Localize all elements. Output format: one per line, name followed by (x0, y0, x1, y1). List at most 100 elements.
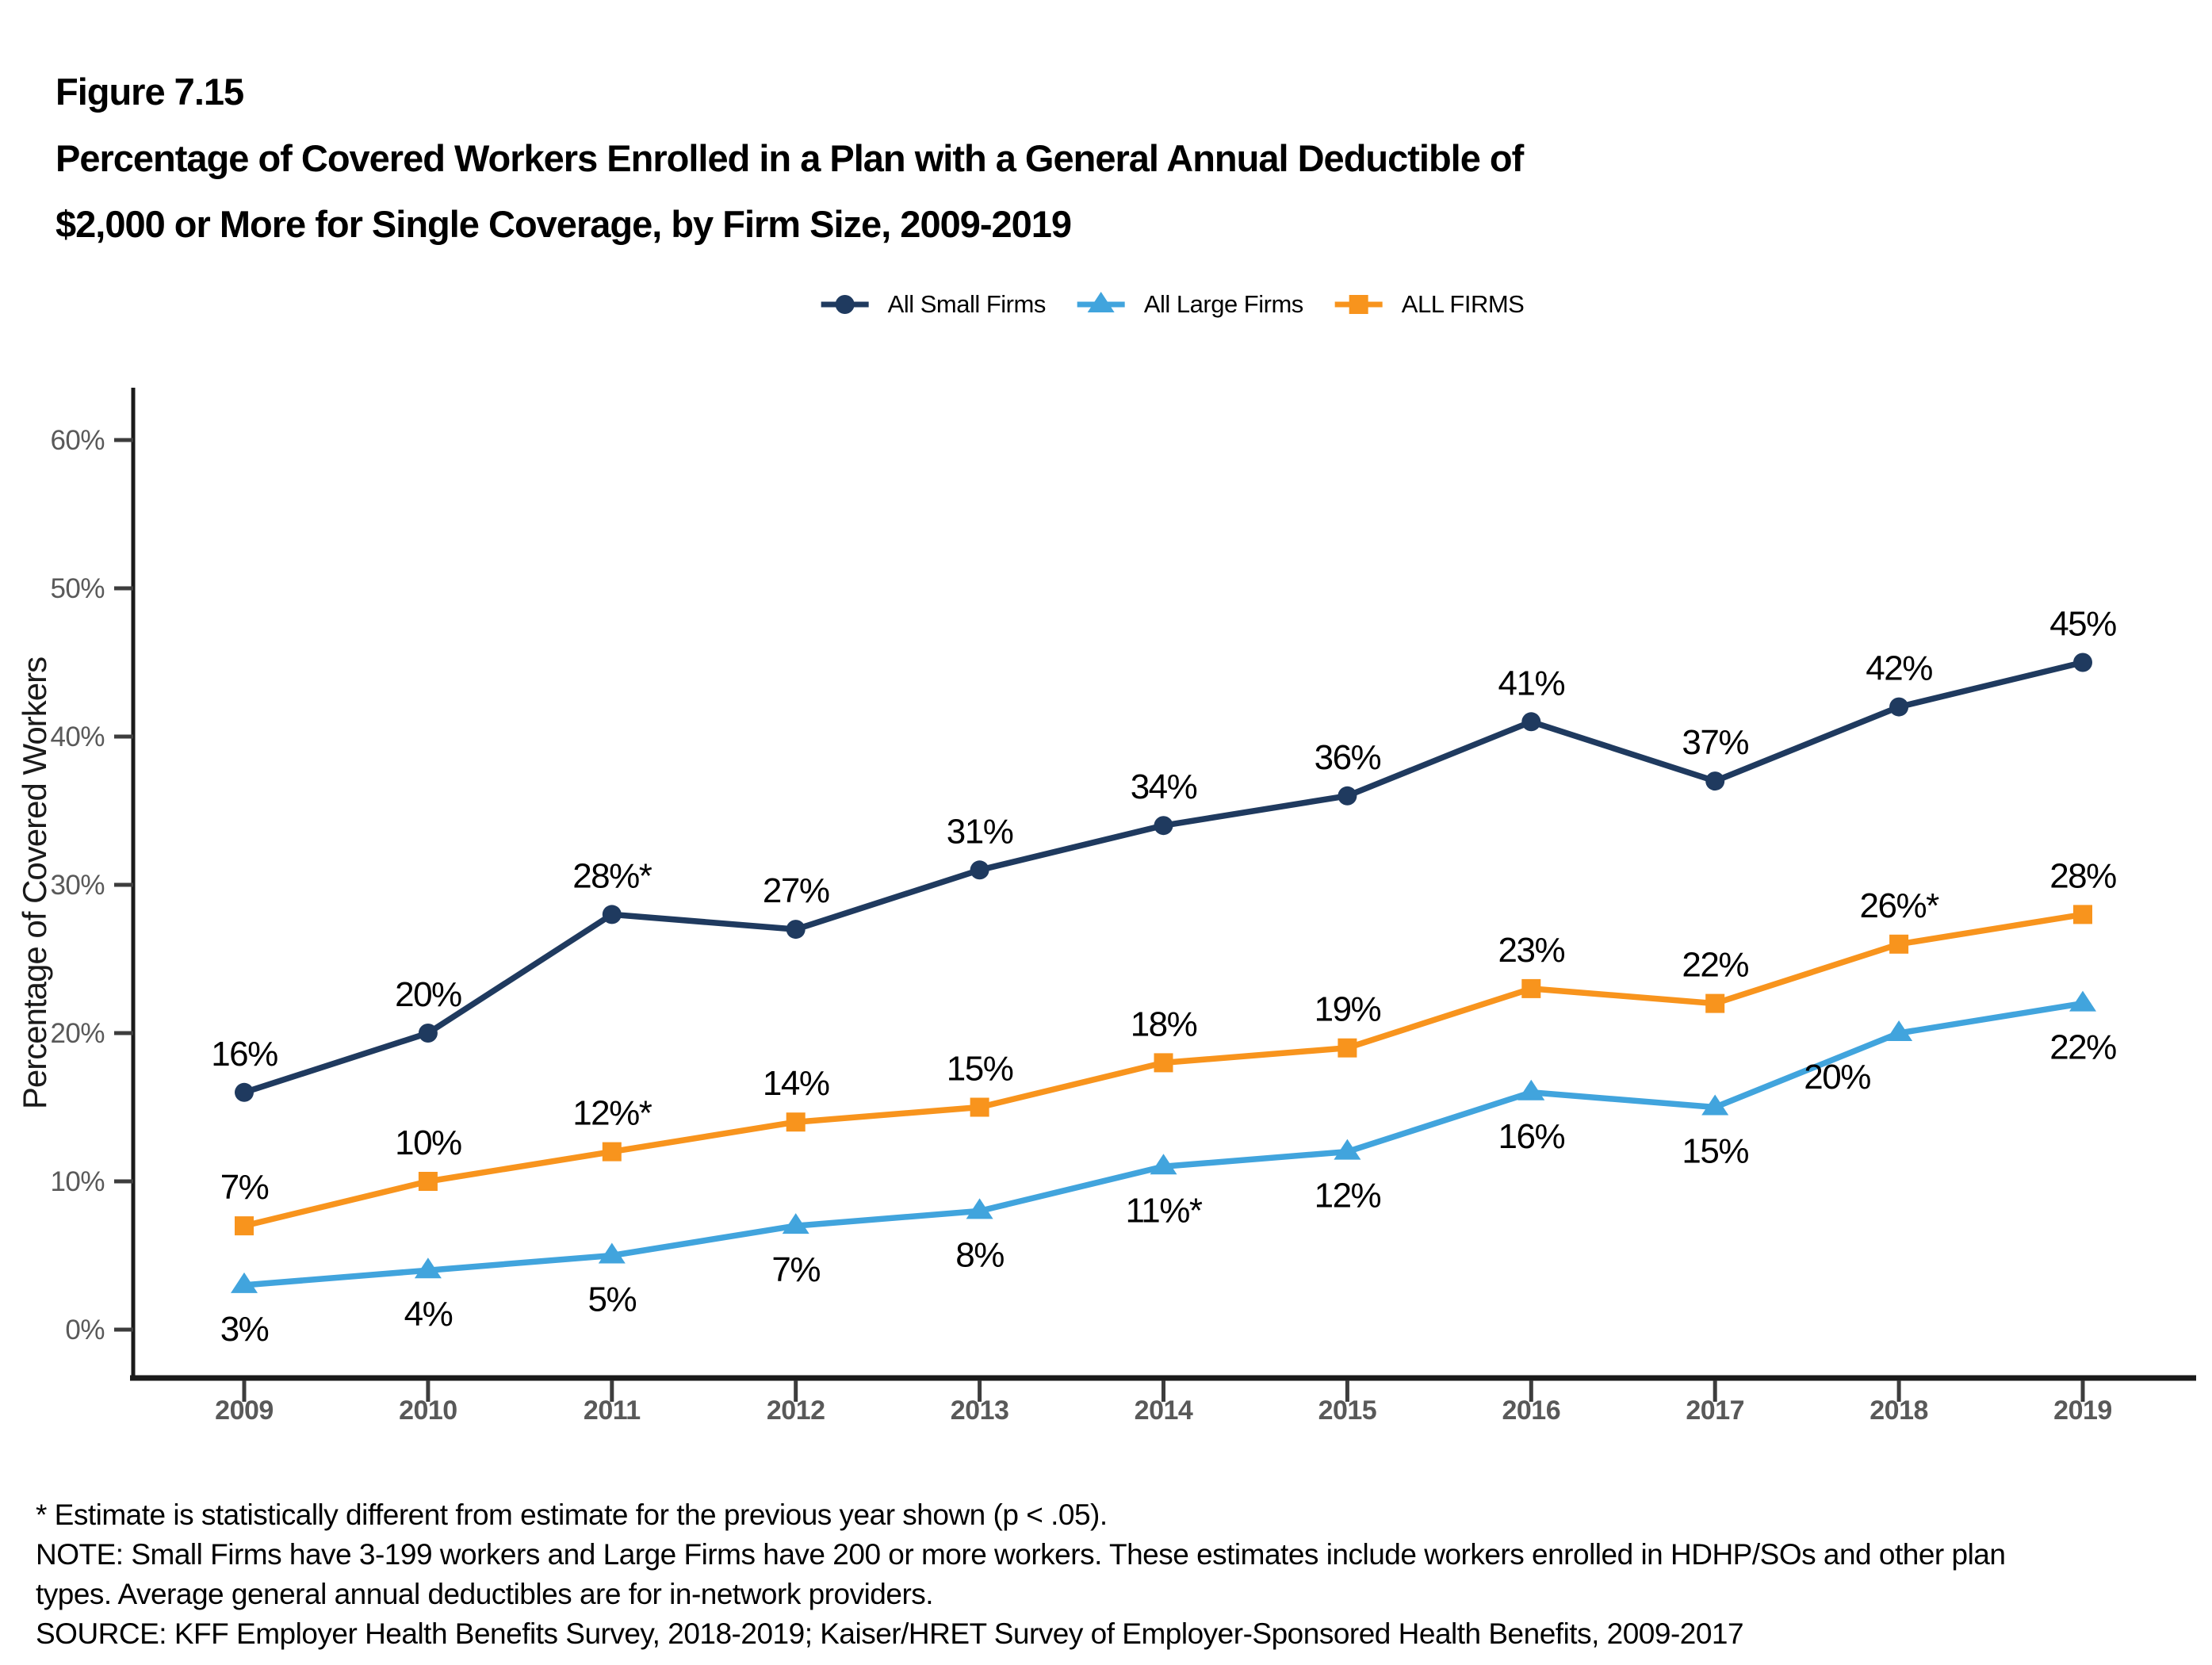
x-tick-label: 2012 (767, 1395, 825, 1426)
data-label: 34% (1131, 767, 1197, 806)
footnote-note-line2: types. Average general annual deductible… (36, 1578, 934, 1610)
y-tick-label: 10% (50, 1166, 105, 1197)
circle-marker (1338, 786, 1357, 806)
circle-marker (418, 1024, 438, 1043)
line-circle-marker-icon (821, 295, 869, 314)
triangle-marker (2069, 990, 2096, 1012)
y-tick-label: 60% (50, 425, 105, 456)
circle-marker (1705, 771, 1725, 791)
data-label: 20% (1804, 1058, 1870, 1097)
x-tick-label: 2017 (1686, 1395, 1744, 1426)
data-label: 15% (1682, 1132, 1748, 1171)
circle-marker (970, 860, 989, 880)
triangle-marker (1701, 1094, 1729, 1116)
square-marker (786, 1112, 806, 1132)
y-tick-label: 50% (50, 573, 105, 604)
circle-marker (1521, 712, 1541, 732)
data-label: 12%* (572, 1094, 653, 1133)
data-label: 23% (1498, 931, 1565, 970)
triangle-marker (782, 1213, 809, 1234)
y-tick-label: 40% (50, 722, 105, 752)
footnotes: * Estimate is statistically different fr… (36, 1495, 2006, 1654)
x-tick-label: 2013 (951, 1395, 1009, 1426)
data-label: 18% (1131, 1005, 1197, 1043)
footnote-note-line1: NOTE: Small Firms have 3-199 workers and… (36, 1538, 2006, 1571)
data-label: 11%* (1126, 1191, 1203, 1230)
figure-label: Figure 7.15 (55, 71, 244, 113)
circle-marker (835, 295, 855, 314)
data-label: 15% (947, 1050, 1013, 1089)
y-tick-label: 30% (50, 870, 105, 901)
circle-marker (786, 920, 806, 940)
data-label: 37% (1682, 723, 1748, 762)
series-line (243, 1000, 2084, 1288)
square-marker (1154, 1053, 1173, 1073)
x-tick-label: 2014 (1135, 1395, 1193, 1426)
data-label: 7% (220, 1168, 269, 1207)
circle-marker (235, 1082, 254, 1102)
triangle-marker (414, 1257, 442, 1279)
triangle-marker (1087, 292, 1115, 312)
data-label: 14% (763, 1064, 829, 1103)
data-label: 20% (395, 975, 461, 1014)
data-label: 19% (1315, 990, 1381, 1029)
square-marker (602, 1142, 622, 1162)
data-label: 31% (947, 812, 1013, 851)
triangle-marker (966, 1198, 993, 1219)
data-label: 16% (211, 1035, 277, 1074)
square-marker (1705, 993, 1725, 1013)
y-tick-label: 20% (50, 1018, 105, 1049)
data-label: 8% (955, 1235, 1004, 1274)
data-label: 10% (395, 1123, 461, 1162)
data-label: 3% (220, 1310, 269, 1349)
chart-title-line2: $2,000 or More for Single Coverage, by F… (55, 203, 1072, 245)
triangle-marker (598, 1242, 626, 1264)
data-label: 36% (1315, 738, 1381, 777)
legend-item-all-large-firms: All Large Firms (1076, 290, 1303, 319)
y-tick-label: 0% (65, 1315, 105, 1345)
legend-item-all-firms: ALL FIRMS (1334, 290, 1525, 319)
legend-label: All Large Firms (1143, 290, 1303, 318)
square-marker (2073, 905, 2092, 924)
x-tick-label: 2009 (215, 1395, 274, 1426)
data-label: 12% (1315, 1177, 1381, 1215)
data-label: 41% (1498, 664, 1565, 702)
data-label: 28%* (572, 856, 653, 895)
series-all-firms: 7% 10% 12%* 14% 15% 18% 19% 23% 22% 26%* 28% (220, 856, 2118, 1236)
square-marker (1338, 1038, 1357, 1058)
triangle-marker (1517, 1079, 1545, 1100)
data-label: 28% (2049, 856, 2116, 895)
legend: All Small Firms All Large Firms ALL FIRM… (820, 290, 1525, 319)
triangle-marker (231, 1272, 258, 1293)
circle-marker (1154, 816, 1173, 836)
data-label: 42% (1866, 649, 1932, 688)
triangle-marker (1885, 1020, 1913, 1041)
series-all-large-firms: 3% 4% 5% 7% 8% 11%* 12% 16% 15% 20% 22% (220, 990, 2118, 1349)
legend-item-all-small-firms: All Small Firms (820, 290, 1046, 319)
x-tick-label: 2015 (1318, 1395, 1377, 1426)
footnote-source: SOURCE: KFF Employer Health Benefits Sur… (36, 1617, 1744, 1650)
series-all-small-firms: 16% 20% 28%* 27% 31% 34% 36% 41% 37% 42% 45% (211, 605, 2118, 1102)
chart-title-line1: Percentage of Covered Workers Enrolled i… (55, 137, 1524, 179)
square-marker (235, 1216, 254, 1236)
x-tick-label: 2016 (1502, 1395, 1560, 1426)
data-label: 16% (1498, 1117, 1565, 1156)
legend-label: ALL FIRMS (1401, 290, 1525, 318)
circle-marker (2073, 653, 2092, 672)
data-label: 27% (763, 871, 829, 910)
data-label: 7% (771, 1250, 820, 1289)
x-tick-label: 2019 (2053, 1395, 2112, 1426)
x-tick-label: 2011 (584, 1395, 641, 1426)
line-triangle-marker-icon (1077, 292, 1125, 312)
data-label: 45% (2049, 605, 2116, 644)
data-label: 26%* (1860, 886, 1940, 925)
square-marker (1889, 934, 1909, 954)
triangle-marker (1150, 1154, 1177, 1175)
x-tick-label: 2018 (1869, 1395, 1928, 1426)
x-tick-label: 2010 (399, 1395, 457, 1426)
square-marker (418, 1172, 438, 1191)
square-marker (970, 1097, 989, 1117)
circle-marker (602, 905, 622, 924)
